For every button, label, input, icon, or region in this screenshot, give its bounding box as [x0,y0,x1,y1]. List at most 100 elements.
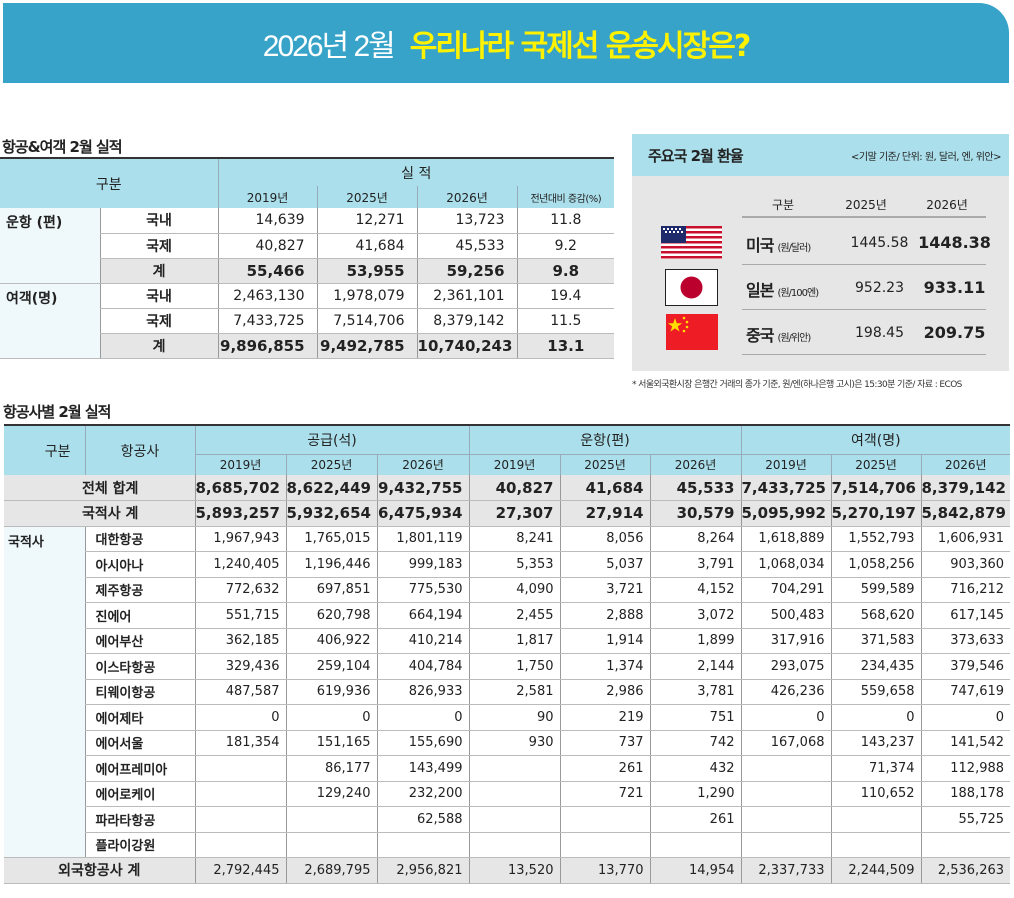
cell-value: 1,750 [468,653,560,680]
cell-value: 8,264 [649,526,741,552]
cell-value: 751 [649,704,741,731]
cell-value: 9,896,855 [217,333,318,359]
cell-value: 747,619 [920,679,1011,705]
cell-value: 373,633 [920,628,1011,654]
cell-value: 5,095,992 [740,500,831,527]
cell-value: 7,433,725 [217,308,318,334]
cell-value: 619,936 [285,679,377,705]
cell-value: 742 [649,730,741,756]
exchange-rate-header: 주요국 2월 환율 <기말 기준/ 단위: 원, 달러, 엔, 위안> [632,134,1009,176]
us-flag-icon [661,226,722,259]
header-year: 2025년 [830,453,921,475]
table-row: 에어로케이 129,240 232,200 721 1,290 110,652 188,17… [4,781,1011,807]
cell-value: 259,104 [285,653,377,680]
cell-value: 155,690 [376,730,469,756]
cell-value: 5,842,879 [920,500,1011,527]
cell-value: 0 [740,704,831,731]
fx-country: 일본 (원/100엔) [746,277,819,301]
cell-value: 2,244,509 [830,857,921,884]
cell-yoy: 19.4 [516,283,615,309]
cell-value: 426,236 [740,679,831,705]
table-row: 여객(명) 국내 2,463,130 1,978,079 2,361,101 1… [0,283,615,359]
cell-value: 2,689,795 [285,857,377,884]
cell-value: 697,851 [285,577,377,603]
cell-value: 2,956,821 [376,857,469,884]
table-row: 에어제타 0 0 0 90 219 751 0 0 0 [4,704,1011,731]
country-unit: (원/100엔) [777,288,819,299]
cell-value: 406,922 [285,628,377,654]
cell-value: 9,432,755 [376,475,469,501]
table-row-total: 계 9,896,855 9,492,785 10,740,243 13.1 [0,333,615,359]
cell-value [740,806,831,833]
header-seats: 공급(석) [194,425,469,454]
header-category: 구분 [0,158,219,208]
cell-value: 317,916 [740,628,831,654]
cell-value: 40,827 [468,475,560,501]
row-label: 국제 [99,308,219,334]
cell-value: 1,618,889 [740,526,831,552]
cell-value: 664,194 [376,602,469,629]
cell-value: 8,685,702 [194,475,286,501]
cell-value: 1,240,405 [194,551,286,578]
cell-value: 1,801,119 [376,526,469,552]
airline-name: 에어프레미아 [84,755,195,782]
airline-name: 플라이강원 [84,832,195,858]
cell-value: 0 [920,704,1011,731]
cell-value: 219 [559,704,650,731]
fx-row-japan: 일본 (원/100엔) 952.23 933.11 [632,265,1009,310]
col-2025: 2025년 [845,198,887,212]
cell-value: 112,988 [920,755,1011,782]
cell-value: 599,589 [830,577,921,603]
cell-value: 2,792,445 [194,857,286,884]
cell-value: 0 [376,704,469,731]
cell-value: 4,090 [468,577,560,603]
table-row: 에어부산 362,185 406,922 410,214 1,817 1,914 1,899… [4,628,1011,654]
banner-headline: 우리나라 국제선 운송시장은? [409,29,751,64]
cell-value: 737 [559,730,650,756]
cell-value: 9,492,785 [316,333,418,359]
cell-value: 110,652 [830,781,921,807]
fx-value-2025: 1445.58 [850,235,909,251]
cell-value: 7,514,706 [830,475,921,501]
cell-value: 2,144 [649,653,741,680]
cell-value: 2,337,733 [740,857,831,884]
cell-value [559,806,650,833]
cell-value: 404,784 [376,653,469,680]
cell-value: 41,684 [316,233,418,259]
exchange-rate-title: 주요국 2월 환율 [648,146,744,165]
cell-value: 772,632 [194,577,286,603]
cell-value: 13,520 [468,857,560,884]
header-year: 2019년 [468,453,560,475]
header-year-2019: 2019년 [217,186,318,208]
cell-value: 27,914 [559,500,650,527]
table-row: 에어프레미아 86,177 143,499 261 432 71,374 112,988 [4,755,1011,782]
cell-value: 903,360 [920,551,1011,578]
cell-value: 1,914 [559,628,650,654]
cell-value: 27,307 [468,500,560,527]
airline-name: 에어서울 [84,730,195,756]
cell-value: 0 [830,704,921,731]
cell-value: 234,435 [830,653,921,680]
cell-value: 40,827 [217,233,318,259]
table-row: 제주항공 772,632 697,851 775,530 4,090 3,721 4,152… [4,577,1011,603]
cell-value: 8,622,449 [285,475,377,501]
cell-value: 5,932,654 [285,500,377,527]
cell-value: 167,068 [740,730,831,756]
cell-value: 129,240 [285,781,377,807]
cell-value: 90 [468,704,560,731]
group-label-passengers: 여객(명) [0,283,100,359]
cell-yoy: 13.1 [516,333,615,359]
cell-value: 4,152 [649,577,741,603]
cell-value: 62,588 [376,806,469,833]
country-name: 일본 [746,281,774,300]
cell-value [830,832,921,858]
cell-value: 5,037 [559,551,650,578]
table-row-foreign-total-row: 외국항공사 계 2,792,445 2,689,795 2,956,821 13,520… [4,857,1011,884]
exchange-rate-columns: 구분 2025년 2026년 [742,196,986,218]
row-label: 외국항공사 계 [4,857,195,884]
cell-value: 1,817 [468,628,560,654]
row-label: 국내 [99,208,219,234]
table-row: 국적사 대한항공 1,967,943 1,765,015 1,801,119 8,241 8… [4,526,1011,858]
cell-value: 487,587 [194,679,286,705]
fx-value-2026: 209.75 [923,323,986,342]
